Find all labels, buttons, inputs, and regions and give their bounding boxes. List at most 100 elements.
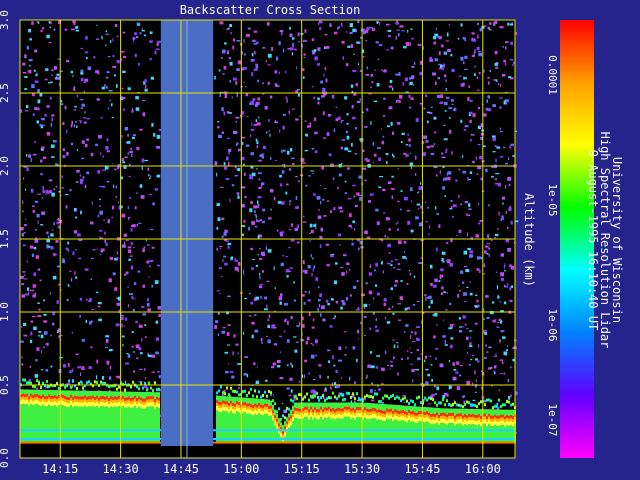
noise-speck bbox=[40, 125, 44, 129]
noise-speck bbox=[426, 111, 430, 114]
layer-edge bbox=[324, 407, 326, 411]
layer-fringe bbox=[92, 384, 94, 388]
layer-column bbox=[320, 402, 322, 444]
noise-speck bbox=[411, 37, 414, 40]
noise-speck bbox=[62, 122, 65, 125]
layer-edge bbox=[140, 403, 142, 408]
noise-speck bbox=[127, 246, 132, 249]
layer-edge bbox=[490, 418, 492, 422]
layer-edge bbox=[370, 414, 372, 419]
noise-speck bbox=[285, 318, 287, 322]
noise-speck bbox=[80, 71, 84, 75]
layer-edge bbox=[148, 396, 150, 400]
layer-edge bbox=[456, 419, 458, 424]
noise-speck bbox=[273, 343, 278, 346]
noise-speck bbox=[497, 228, 499, 230]
noise-speck bbox=[108, 348, 113, 352]
noise-speck bbox=[493, 21, 498, 24]
noise-speck bbox=[56, 218, 59, 221]
noise-speck bbox=[419, 102, 423, 105]
noise-speck bbox=[158, 313, 161, 318]
noise-speck bbox=[24, 54, 27, 59]
layer-column bbox=[430, 407, 432, 444]
noise-speck bbox=[485, 295, 489, 298]
noise-speck bbox=[405, 91, 410, 93]
noise-speck bbox=[100, 152, 102, 156]
layer-edge bbox=[490, 415, 492, 419]
layer-column bbox=[400, 405, 402, 444]
noise-speck bbox=[346, 31, 348, 33]
noise-speck bbox=[509, 286, 512, 291]
layer-edge bbox=[30, 399, 32, 404]
layer-column bbox=[256, 398, 258, 444]
noise-speck bbox=[146, 244, 150, 246]
noise-speck bbox=[139, 32, 142, 35]
noise-speck bbox=[438, 51, 441, 56]
layer-fringe bbox=[264, 390, 266, 394]
noise-speck bbox=[499, 373, 504, 374]
noise-speck bbox=[504, 269, 506, 272]
noise-speck bbox=[157, 306, 162, 310]
noise-speck bbox=[493, 319, 497, 321]
noise-speck bbox=[386, 23, 390, 26]
layer-fringe bbox=[414, 403, 416, 407]
noise-speck bbox=[390, 287, 393, 291]
layer-fringe bbox=[450, 403, 452, 407]
noise-speck bbox=[85, 57, 88, 60]
noise-speck bbox=[244, 196, 247, 199]
x-tick-label: 15:15 bbox=[284, 462, 320, 476]
noise-speck bbox=[258, 234, 262, 238]
noise-speck bbox=[395, 280, 399, 283]
noise-speck bbox=[341, 41, 345, 44]
layer-edge bbox=[412, 414, 414, 418]
noise-speck bbox=[127, 87, 131, 91]
noise-speck bbox=[449, 262, 453, 267]
noise-speck bbox=[106, 150, 110, 153]
noise-speck bbox=[215, 320, 219, 324]
layer-edge bbox=[220, 402, 222, 405]
noise-speck bbox=[423, 135, 427, 139]
noise-speck bbox=[226, 111, 230, 114]
layer-column bbox=[146, 392, 148, 444]
noise-speck bbox=[471, 354, 475, 356]
noise-speck bbox=[338, 25, 341, 29]
noise-speck bbox=[497, 322, 500, 324]
layer-edge bbox=[462, 421, 464, 426]
noise-speck bbox=[334, 315, 336, 318]
noise-speck bbox=[150, 58, 152, 60]
noise-speck bbox=[311, 272, 313, 277]
noise-speck bbox=[296, 325, 298, 327]
noise-speck bbox=[37, 315, 42, 317]
noise-speck bbox=[253, 43, 257, 45]
noise-speck bbox=[346, 262, 350, 265]
noise-speck bbox=[217, 217, 221, 222]
layer-column bbox=[486, 409, 488, 444]
layer-edge bbox=[56, 396, 58, 400]
noise-speck bbox=[476, 173, 479, 175]
noise-speck bbox=[151, 246, 155, 249]
noise-speck bbox=[425, 381, 429, 386]
layer-edge bbox=[144, 398, 146, 402]
layer-column bbox=[390, 404, 392, 444]
noise-speck bbox=[318, 298, 321, 302]
colorbar-tick-label: 1e-05 bbox=[546, 183, 559, 216]
noise-speck bbox=[303, 53, 306, 56]
layer-fringe bbox=[376, 392, 378, 396]
noise-speck bbox=[127, 151, 129, 155]
noise-speck bbox=[97, 71, 100, 75]
noise-speck bbox=[427, 373, 430, 377]
noise-speck bbox=[463, 400, 466, 404]
layer-fringe bbox=[96, 381, 98, 384]
layer-fringe bbox=[354, 397, 356, 401]
noise-speck bbox=[285, 410, 287, 413]
layer-column bbox=[144, 392, 146, 444]
noise-speck bbox=[489, 310, 494, 315]
noise-speck bbox=[144, 336, 147, 338]
noise-speck bbox=[476, 268, 480, 271]
noise-speck bbox=[151, 354, 155, 358]
noise-speck bbox=[438, 224, 441, 228]
noise-speck bbox=[256, 220, 261, 223]
layer-edge bbox=[460, 419, 462, 424]
layer-edge bbox=[72, 399, 74, 403]
layer-edge bbox=[360, 410, 362, 414]
